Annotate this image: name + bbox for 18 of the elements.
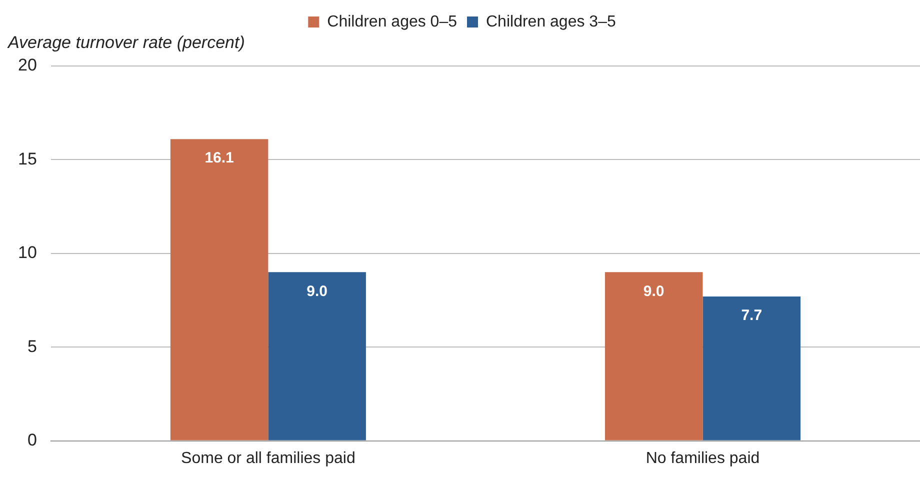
x-tick-label: Some or all families paid	[181, 450, 356, 467]
text: 7.7	[741, 307, 762, 324]
legend-label: Children ages 0–5	[327, 13, 458, 30]
y-tick-label: 10	[18, 243, 37, 262]
text: 16.1	[204, 150, 234, 167]
bar	[170, 139, 268, 440]
legend-label: Children ages 3–5	[486, 13, 616, 30]
y-axis-title: Average turnover rate (percent)	[7, 33, 245, 52]
text: 9.0	[306, 282, 328, 300]
y-tick-label: 15	[18, 149, 37, 168]
y-tick-label: 20	[18, 56, 37, 75]
text: 9.0	[643, 282, 664, 300]
y-tick-label: 5	[27, 336, 37, 356]
y-tick-label: 0	[27, 430, 37, 450]
bar	[268, 272, 366, 440]
x-tick-label: No families paid	[646, 450, 760, 467]
bar	[604, 272, 703, 440]
bar	[702, 296, 800, 440]
